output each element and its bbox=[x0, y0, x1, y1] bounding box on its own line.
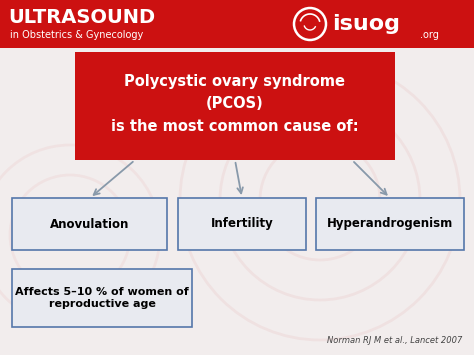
Text: Hyperandrogenism: Hyperandrogenism bbox=[327, 218, 453, 230]
Text: .org: .org bbox=[420, 30, 439, 40]
Text: Affects 5–10 % of women of
reproductive age: Affects 5–10 % of women of reproductive … bbox=[15, 287, 189, 309]
Text: isuog: isuog bbox=[332, 14, 400, 34]
FancyBboxPatch shape bbox=[178, 198, 306, 250]
FancyBboxPatch shape bbox=[12, 269, 192, 327]
Text: ULTRASOUND: ULTRASOUND bbox=[8, 8, 155, 27]
Text: Anovulation: Anovulation bbox=[50, 218, 129, 230]
Text: Infertility: Infertility bbox=[210, 218, 273, 230]
Text: Norman RJ M et al., Lancet 2007: Norman RJ M et al., Lancet 2007 bbox=[327, 336, 462, 345]
Text: Polycystic ovary syndrome
(PCOS)
is the most common cause of:: Polycystic ovary syndrome (PCOS) is the … bbox=[111, 74, 359, 134]
Bar bbox=[0, 0, 474, 48]
FancyBboxPatch shape bbox=[316, 198, 464, 250]
FancyBboxPatch shape bbox=[75, 52, 395, 160]
Text: in Obstetrics & Gynecology: in Obstetrics & Gynecology bbox=[10, 30, 143, 40]
FancyBboxPatch shape bbox=[12, 198, 167, 250]
